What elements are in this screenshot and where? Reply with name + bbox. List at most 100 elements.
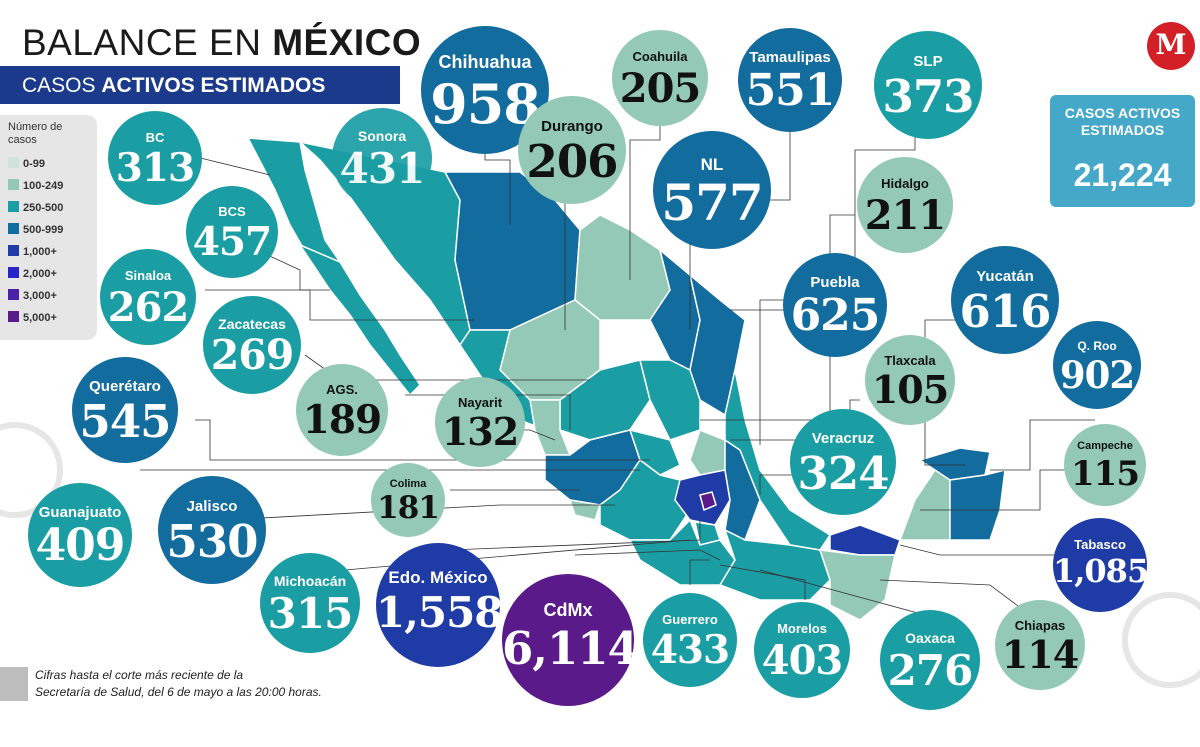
footnote-line-2: Secretaría de Salud, del 6 de mayo a las… — [35, 685, 322, 699]
state-name: Puebla — [810, 274, 860, 291]
state-value: 625 — [790, 290, 881, 341]
legend-item: 100-249 — [8, 179, 63, 192]
state-bubble-puebla: Puebla 625 — [783, 253, 887, 357]
state-bubble-guerrero: Guerrero 433 — [643, 593, 737, 687]
state-name: Tlaxcala — [884, 353, 936, 368]
state-bubble-michoacan: Michoacán 315 — [260, 553, 360, 653]
legend-swatch — [8, 245, 19, 256]
state-value: 373 — [882, 70, 975, 123]
state-name: NL — [700, 155, 724, 174]
legend-item: 500-999 — [8, 223, 63, 236]
legend-item: 5,000+ — [8, 311, 57, 324]
state-bubble-chiapas: Chiapas 114 — [995, 600, 1085, 690]
state-value: 181 — [377, 490, 440, 526]
state-name: Q. Roo — [1077, 339, 1117, 353]
state-bubble-nl: NL 577 — [653, 131, 771, 249]
state-name: Tabasco — [1074, 537, 1126, 552]
state-name: Chihuahua — [438, 52, 532, 72]
state-name: Morelos — [777, 621, 827, 636]
legend-label: 1,000+ — [23, 246, 57, 258]
logo-letter: M — [1155, 28, 1187, 61]
state-value: 958 — [430, 72, 541, 136]
map-quintana-roo — [949, 469, 1006, 541]
state-bubble-coahuila: Coahuila 205 — [612, 30, 708, 126]
state-bubble-tabasco: Tabasco 1,085 — [1053, 518, 1149, 612]
legend-label: 2,000+ — [23, 268, 57, 280]
state-bubble-qroo: Q. Roo 902 — [1053, 321, 1141, 409]
legend-item: 1,000+ — [8, 245, 57, 258]
state-bubble-guanajuato: Guanajuato 409 — [28, 483, 132, 587]
map-cdmx — [699, 491, 717, 512]
map-guerrero — [628, 518, 736, 586]
legend-swatch — [8, 267, 19, 278]
state-value: 409 — [35, 520, 126, 571]
state-value: 1,558 — [376, 588, 504, 637]
legend-label: 5,000+ — [23, 312, 57, 324]
state-value: 206 — [526, 135, 619, 188]
state-bubble-zacatecas: Zacatecas 269 — [203, 296, 301, 394]
state-value: 269 — [210, 331, 295, 379]
milenio-logo-icon: M — [1147, 22, 1195, 70]
map-hidalgo — [689, 429, 726, 476]
legend-label: 250-500 — [23, 202, 64, 214]
state-name: Michoacán — [273, 573, 347, 589]
state-name: Tamaulipas — [749, 49, 831, 66]
legend-item: 250-500 — [8, 201, 63, 214]
state-bubble-ags: AGS. 189 — [296, 364, 388, 456]
state-name: Campeche — [1077, 440, 1133, 452]
legend-swatch — [8, 201, 19, 212]
legend-item: 0-99 — [8, 157, 45, 170]
state-value: 189 — [302, 397, 382, 443]
state-bubble-bcs: BCS 457 — [186, 186, 278, 278]
state-name: Colima — [389, 478, 427, 490]
state-value: 902 — [1059, 353, 1135, 397]
state-name: Hidalgo — [881, 176, 929, 191]
state-value: 132 — [441, 409, 519, 454]
page-title: BALANCE EN MÉXICO — [22, 22, 422, 63]
state-bubble-durango: Durango 206 — [518, 96, 626, 204]
state-value: 433 — [650, 627, 730, 673]
state-value: 313 — [115, 145, 195, 191]
state-name: Chiapas — [1014, 618, 1066, 633]
state-value: 530 — [166, 515, 259, 568]
state-bubble-sinaloa: Sinaloa 262 — [100, 249, 196, 345]
state-bubble-jalisco: Jalisco 530 — [158, 476, 266, 584]
legend-label: 3,000+ — [23, 290, 57, 302]
state-value: 315 — [267, 589, 354, 638]
state-name: AGS. — [326, 382, 358, 397]
state-name: Oaxaca — [905, 630, 955, 646]
legend: Número de casos 0-99 100-249 250-500 500-99… — [0, 115, 97, 340]
footnote-marker — [0, 667, 28, 701]
page-subtitle: CASOS ACTIVOS ESTIMADOS — [0, 66, 400, 104]
legend-swatch — [8, 289, 19, 300]
state-name: Coahuila — [632, 49, 688, 64]
state-value: 616 — [959, 285, 1052, 338]
state-bubble-queretaro: Querétaro 545 — [72, 357, 178, 463]
state-value: 114 — [1001, 632, 1079, 677]
total-value: 21,224 — [1073, 157, 1172, 193]
map-zacatecas — [559, 359, 651, 441]
state-name: Durango — [541, 118, 603, 135]
legend-item: 2,000+ — [8, 267, 57, 280]
map-campeche — [898, 468, 951, 541]
legend-item: 3,000+ — [8, 289, 57, 302]
state-name: Sonora — [357, 128, 407, 144]
state-value: 105 — [871, 367, 949, 412]
state-name: SLP — [913, 53, 943, 70]
legend-title: Número de casos — [8, 121, 63, 146]
map-veracruz — [724, 369, 832, 551]
state-name: BCS — [218, 204, 246, 219]
state-bubble-veracruz: Veracruz 324 — [790, 409, 896, 515]
footnote: Cifras hasta el corte más reciente de la… — [35, 667, 322, 701]
state-name: Jalisco — [186, 498, 238, 515]
state-value: 403 — [761, 637, 844, 684]
legend-label: 0-99 — [23, 158, 46, 170]
state-value: 457 — [192, 219, 272, 265]
state-bubble-hidalgo: Hidalgo 211 — [857, 157, 953, 253]
state-bubble-bc: BC 313 — [108, 111, 202, 205]
state-bubble-colima: Colima 181 — [371, 463, 445, 537]
state-name: BC — [145, 130, 165, 145]
state-name: Nayarit — [457, 395, 503, 410]
state-bubble-cdmx: CdMx 6,114 — [502, 574, 639, 706]
